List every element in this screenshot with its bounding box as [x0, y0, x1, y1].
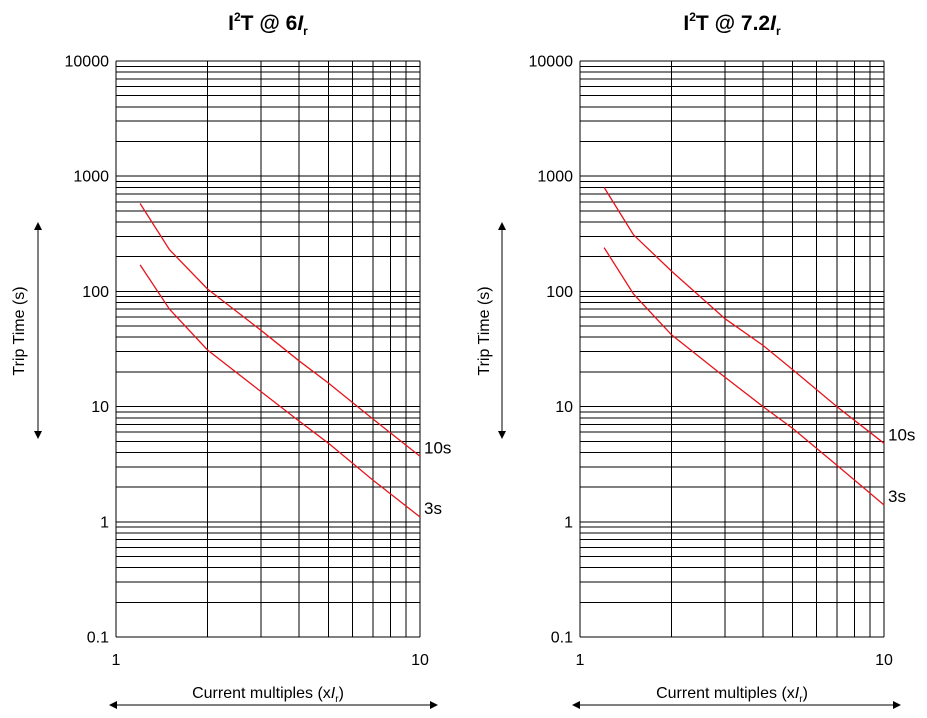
series-label-3s: 3s — [424, 499, 442, 518]
series-line-3s — [139, 264, 421, 518]
chart-title: I2T @ 6Ir — [228, 10, 308, 38]
y-axis-label: Trip Time (s) — [476, 286, 493, 375]
y-tick-label: 10000 — [529, 54, 574, 71]
series-label-10s: 10s — [888, 425, 915, 444]
x-tick-label: 1 — [576, 652, 585, 669]
x-tick-label: 1 — [112, 652, 121, 669]
y-tick-label: 0.1 — [551, 630, 573, 647]
series-line-3s — [603, 247, 885, 506]
series-label-3s: 3s — [888, 487, 906, 506]
y-tick-label: 1000 — [537, 169, 573, 186]
y-tick-label: 0.1 — [87, 630, 109, 647]
grid — [115, 60, 421, 638]
x-tick-label: 10 — [875, 652, 893, 669]
x-tick-label: 10 — [411, 652, 429, 669]
y-tick-label: 10 — [555, 399, 573, 416]
series-line-10s — [603, 187, 885, 444]
y-tick-label: 100 — [82, 284, 109, 301]
y-tick-label: 1 — [564, 514, 573, 531]
chart-title: I2T @ 7.2Ir — [683, 10, 781, 38]
y-axis-label: Trip Time (s) — [11, 286, 28, 375]
y-tick-label: 10 — [91, 399, 109, 416]
x-axis-label: Current multiples (xIr) — [656, 685, 808, 705]
grid — [579, 60, 885, 638]
x-axis-label: Current multiples (xIr) — [192, 685, 344, 705]
y-tick-label: 1000 — [73, 169, 109, 186]
y-tick-label: 10000 — [65, 54, 110, 71]
series-line-10s — [139, 203, 421, 457]
y-tick-label: 100 — [546, 284, 573, 301]
series-label-10s: 10s — [424, 438, 451, 457]
y-tick-label: 1 — [100, 514, 109, 531]
